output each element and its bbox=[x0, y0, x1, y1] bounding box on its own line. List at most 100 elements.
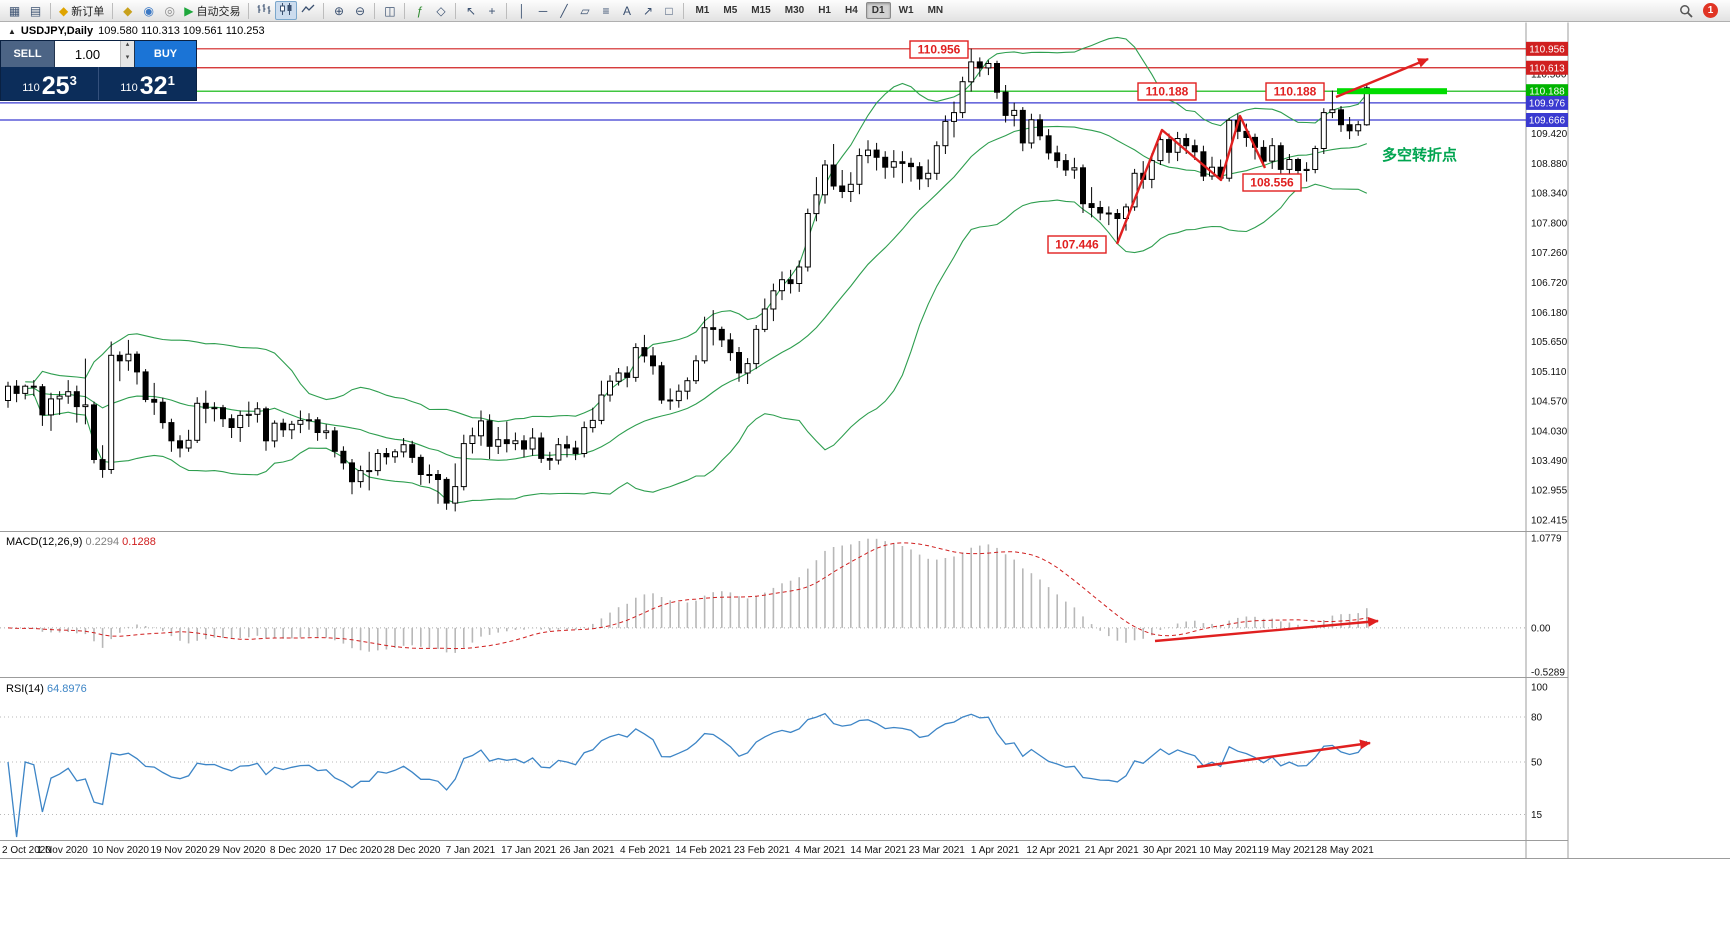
notifications-badge[interactable]: 1 bbox=[1703, 3, 1718, 18]
search-button[interactable] bbox=[1675, 1, 1697, 20]
date-label[interactable]: 23 Feb 2021 bbox=[734, 845, 791, 856]
price-annotation-text[interactable]: 110.956 bbox=[918, 43, 961, 57]
timeframe-d1-button[interactable]: D1 bbox=[865, 2, 891, 19]
volume-input[interactable] bbox=[55, 41, 120, 67]
candle-body bbox=[211, 407, 218, 410]
bollinger-lower-band[interactable] bbox=[25, 183, 1368, 504]
vertical-line-button[interactable]: │ bbox=[511, 1, 532, 20]
price-annotation-text[interactable]: 110.188 bbox=[1146, 85, 1189, 99]
sell-button[interactable]: SELL bbox=[1, 41, 55, 67]
trend-zigzag[interactable] bbox=[1115, 114, 1267, 245]
volume-down-button[interactable]: ▾ bbox=[125, 54, 130, 61]
horizontal-line-button[interactable]: ─ bbox=[532, 1, 553, 20]
toolbar-separator bbox=[506, 2, 508, 19]
expert-advisors-button[interactable]: ◆ bbox=[117, 1, 138, 20]
shapes-button[interactable]: □ bbox=[658, 1, 679, 20]
timeframe-m30-button[interactable]: M30 bbox=[784, 5, 805, 16]
date-label[interactable]: 4 Feb 2021 bbox=[620, 845, 671, 856]
date-label[interactable]: 1 Apr 2021 bbox=[971, 845, 1020, 856]
trendline-button[interactable]: ╱ bbox=[553, 1, 574, 20]
fibonacci-button[interactable]: ≡ bbox=[595, 1, 616, 20]
price-annotation-text[interactable]: 107.446 bbox=[1055, 238, 1099, 252]
tile-windows-button[interactable]: ◫ bbox=[379, 1, 400, 20]
date-label[interactable]: 28 May 2021 bbox=[1316, 845, 1374, 856]
price-scale-tick: 102.955 bbox=[1531, 486, 1568, 497]
date-label[interactable]: 19 Nov 2020 bbox=[151, 845, 208, 856]
trend-arrow-main[interactable] bbox=[1335, 57, 1429, 99]
timeframe-m15-button[interactable]: M15 bbox=[751, 5, 771, 16]
resistance-zone[interactable] bbox=[1337, 88, 1447, 95]
zoom-in-button[interactable]: ⊕ bbox=[328, 1, 349, 20]
buy-price-button[interactable]: 110 32 1 bbox=[99, 67, 196, 100]
data-window-button[interactable]: ◎ bbox=[159, 1, 180, 20]
date-label[interactable]: 26 Jan 2021 bbox=[559, 845, 614, 856]
zoom-out-button[interactable]: ⊖ bbox=[349, 1, 370, 20]
timeframe-m5-button[interactable]: M5 bbox=[723, 5, 738, 16]
date-label[interactable]: 1 Nov 2020 bbox=[37, 845, 89, 856]
price-scale-tick: 106.720 bbox=[1531, 278, 1568, 289]
date-label[interactable]: 21 Apr 2021 bbox=[1085, 845, 1139, 856]
toolbar-separator bbox=[50, 2, 51, 19]
chart-line-button[interactable] bbox=[297, 1, 319, 20]
new-order-button[interactable]: ◆ 新订单 bbox=[55, 1, 108, 20]
price-annotation-box[interactable] bbox=[1047, 235, 1107, 254]
chart-bars-button[interactable] bbox=[253, 1, 275, 20]
indicators-button[interactable]: ƒ bbox=[409, 1, 430, 20]
volume-up-button[interactable]: ▴ bbox=[125, 41, 130, 48]
crosshair-button[interactable]: + bbox=[481, 1, 502, 20]
price-annotation-box[interactable] bbox=[909, 40, 969, 59]
new-chart-button[interactable]: ▦ bbox=[4, 1, 25, 20]
cursor-icon: ↖ bbox=[465, 3, 476, 18]
date-label[interactable]: 19 May 2021 bbox=[1258, 845, 1316, 856]
price-annotation-text[interactable]: 110.188 bbox=[1274, 85, 1317, 99]
date-label[interactable]: 2 Oct 2020 bbox=[2, 845, 51, 856]
timeframe-m1-button[interactable]: M1 bbox=[695, 5, 710, 16]
candle-body bbox=[710, 327, 717, 330]
autotrade-button[interactable]: ▶ 自动交易 bbox=[180, 1, 244, 20]
bollinger-upper-band[interactable] bbox=[25, 36, 1368, 423]
chart-profiles-button[interactable]: ▤ bbox=[25, 1, 46, 20]
trend-arrow-macd[interactable] bbox=[1154, 616, 1379, 643]
date-label[interactable]: 17 Dec 2020 bbox=[325, 845, 382, 856]
date-label[interactable]: 29 Nov 2020 bbox=[209, 845, 266, 856]
market-watch-button[interactable]: ◉ bbox=[138, 1, 159, 20]
price-annotation-box[interactable] bbox=[1265, 82, 1325, 101]
price-annotation-text[interactable]: 108.556 bbox=[1250, 176, 1294, 190]
price-annotation-box[interactable] bbox=[1242, 173, 1302, 192]
date-label[interactable]: 10 May 2021 bbox=[1199, 845, 1257, 856]
one-click-trading-panel: SELL ▴ ▾ BUY 110 25 3 110 32 1 bbox=[0, 40, 197, 101]
toolbar-separator bbox=[112, 2, 114, 19]
date-label[interactable]: 7 Jan 2021 bbox=[446, 845, 496, 856]
candle-body bbox=[1002, 91, 1009, 116]
arrow-tools-button[interactable]: ↗ bbox=[637, 1, 658, 20]
timeframe-h1-button[interactable]: H1 bbox=[818, 5, 831, 16]
trend-arrow-rsi[interactable] bbox=[1196, 739, 1371, 769]
date-label[interactable]: 4 Mar 2021 bbox=[795, 845, 846, 856]
equidistant-channel-button[interactable]: ▱ bbox=[574, 1, 595, 20]
sell-price-button[interactable]: 110 25 3 bbox=[1, 67, 99, 100]
annotation-note-text[interactable]: 多空转折点 bbox=[1382, 146, 1457, 164]
date-label[interactable]: 14 Mar 2021 bbox=[850, 845, 907, 856]
candle-body bbox=[675, 390, 682, 402]
objects-list-button[interactable]: ◇ bbox=[430, 1, 451, 20]
timeframe-h4-button[interactable]: H4 bbox=[844, 5, 858, 16]
timeframe-mn-button[interactable]: MN bbox=[927, 5, 944, 16]
date-label[interactable]: 12 Apr 2021 bbox=[1026, 845, 1080, 856]
text-tool-button[interactable]: A bbox=[616, 1, 637, 20]
indicators-icon: ƒ bbox=[416, 3, 424, 18]
timeframe-w1-button[interactable]: W1 bbox=[898, 5, 914, 16]
bollinger-middle-band[interactable] bbox=[25, 125, 1367, 461]
rsi-scale-tick: 15 bbox=[1531, 810, 1543, 821]
buy-button[interactable]: BUY bbox=[134, 41, 196, 67]
chart-candlesticks-button[interactable] bbox=[275, 1, 298, 20]
date-label[interactable]: 30 Apr 2021 bbox=[1143, 845, 1197, 856]
cursor-button[interactable]: ↖ bbox=[460, 1, 481, 20]
date-label[interactable]: 17 Jan 2021 bbox=[501, 845, 556, 856]
date-label[interactable]: 23 Mar 2021 bbox=[909, 845, 966, 856]
date-label[interactable]: 8 Dec 2020 bbox=[270, 845, 322, 856]
date-label[interactable]: 10 Nov 2020 bbox=[92, 845, 149, 856]
price-annotation-box[interactable] bbox=[1137, 82, 1197, 101]
date-label[interactable]: 28 Dec 2020 bbox=[384, 845, 441, 856]
date-label[interactable]: 14 Feb 2021 bbox=[676, 845, 733, 856]
